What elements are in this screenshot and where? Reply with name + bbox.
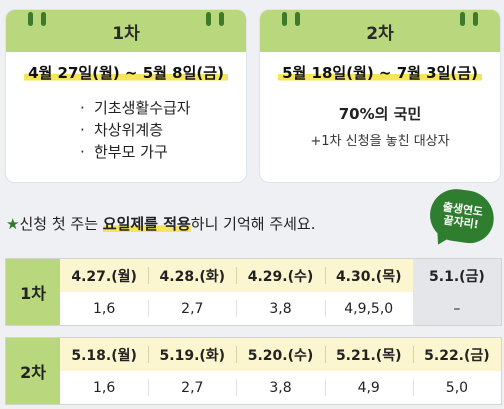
binder-ring-icon — [28, 12, 46, 26]
schedule-table-round2: 2차 5.18.(월) 5.19.(화) 5.20.(수) 5.21.(목) 5… — [5, 337, 502, 405]
digit-cell: – — [412, 292, 502, 325]
day-cell: 4.28.(화) — [148, 259, 236, 292]
digit-cell: 3,8 — [236, 371, 324, 404]
star-icon: ★ — [6, 215, 20, 233]
digit-cell: 3,8 — [236, 292, 324, 325]
digit-cell: 4,9,5,0 — [324, 292, 413, 325]
list-item: · 차상위계층 — [80, 121, 164, 139]
row-label: 2차 — [6, 338, 60, 404]
binder-ring-icon — [460, 12, 478, 26]
digit-cell: 2,7 — [148, 371, 236, 404]
round1-title: 1차 — [112, 23, 140, 44]
digit-cell: 1,6 — [92, 379, 116, 396]
table-row: 4.27.(월) 4.28.(화) 4.29.(수) 4.30.(목) 5.1.… — [60, 259, 502, 292]
table-row: 1,6 2,7 3,8 4,9 5,0 — [60, 371, 501, 404]
birth-year-badge: 출생연도 끝자리! — [426, 185, 498, 247]
notice-highlight: 요일제를 적용 — [102, 215, 191, 233]
table-row: 5.18.(월) 5.19.(화) 5.20.(수) 5.21.(목) 5.22… — [60, 338, 501, 371]
list-item: · 한부모 가구 — [80, 143, 168, 161]
day-cell: 5.19.(화) — [148, 338, 236, 371]
table-row: 1,6 2,7 3,8 4,9,5,0 – — [60, 292, 502, 325]
day-cell: 5.20.(수) — [236, 338, 324, 371]
round2-header: 2차 — [260, 10, 500, 52]
round2-card: 2차 5월 18일(월) ~ 7월 3일(금) 70%의 국민 +1차 신청을 … — [259, 9, 501, 183]
notice-text: ★신청 첫 주는 요일제를 적용하니 기억해 주세요. — [6, 215, 316, 233]
round1-target-list: · 기초생활수급자 · 차상위계층 · 한부모 가구 — [6, 97, 246, 163]
schedule-table-round1: 1차 4.27.(월) 4.28.(화) 4.29.(수) 4.30.(목) 5… — [5, 258, 502, 326]
day-cell: 4.29.(수) — [236, 259, 324, 292]
round2-title: 2차 — [366, 23, 394, 44]
row-label: 1차 — [6, 259, 60, 325]
digit-cell: 5,0 — [412, 371, 501, 404]
day-cell: 5.21.(목) — [324, 338, 413, 371]
binder-ring-icon — [206, 12, 224, 26]
round1-period: 4월 27일(월) ~ 5월 8일(금) — [6, 62, 246, 83]
list-item: · 기초생활수급자 — [80, 99, 191, 117]
day-cell: 4.30.(목) — [324, 259, 413, 292]
round1-header: 1차 — [6, 10, 246, 52]
round2-target-sub: +1차 신청을 놓친 대상자 — [310, 134, 450, 149]
round2-period: 5월 18일(월) ~ 7월 3일(금) — [260, 62, 500, 83]
round2-target-main: 70%의 국민 — [338, 105, 422, 123]
digit-cell: 1,6 — [92, 300, 116, 317]
binder-ring-icon — [282, 12, 300, 26]
day-cell: 5.1.(금) — [412, 259, 502, 292]
day-cell: 4.27.(월) — [71, 268, 137, 285]
day-cell: 5.18.(월) — [71, 347, 137, 364]
digit-cell: 2,7 — [148, 292, 236, 325]
round1-card: 1차 4월 27일(월) ~ 5월 8일(금) · 기초생활수급자 · 차상위계층 … — [5, 9, 247, 183]
digit-cell: 4,9 — [324, 371, 413, 404]
day-cell: 5.22.(금) — [412, 338, 501, 371]
